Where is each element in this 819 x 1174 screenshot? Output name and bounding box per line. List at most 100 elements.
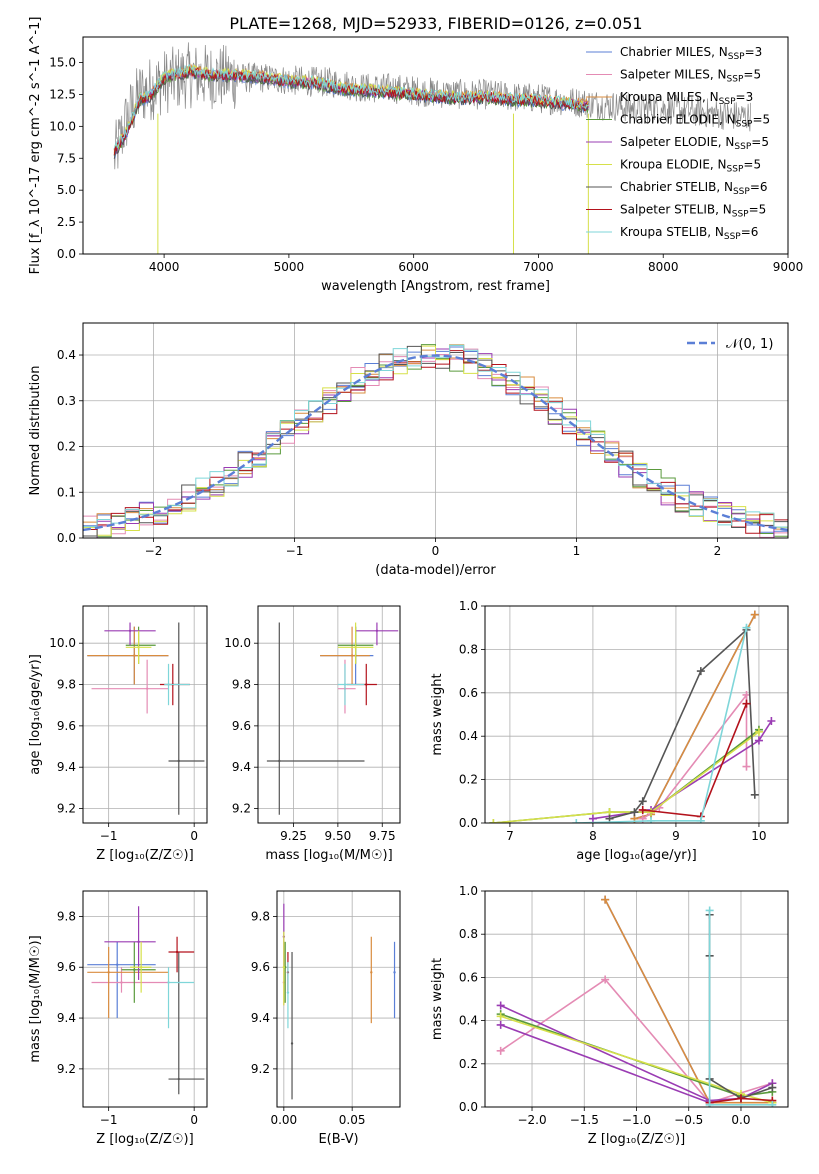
weight-marker (696, 816, 705, 823)
mass-vs-Z-xtick-label: 0 (190, 1113, 198, 1127)
weight-marker (696, 667, 705, 676)
mass-vs-EBV-xtick-label: 0.05 (339, 1113, 366, 1127)
spectrum-model-line (113, 63, 589, 149)
legend-label: Kroupa MILES, N (620, 90, 719, 104)
legend-n: =5 (752, 113, 770, 127)
legend-n: =6 (741, 225, 759, 239)
legend-entry: Salpeter STELIB, NSSP=5 (620, 203, 766, 220)
legend-sub: SSP (727, 165, 744, 175)
weight-line (493, 731, 760, 823)
mass-weight-vs-Z-xtick-label: −2.0 (517, 1113, 546, 1127)
mass-vs-Z-xlabel: Z [log₁₀(Z/Z☉)] (96, 1132, 193, 1147)
age-vs-Z-xtick-label: −1 (100, 829, 118, 843)
mass-weight-vs-age-ylabel: mass weight (430, 673, 445, 755)
mass-vs-EBV-frame (276, 890, 401, 1108)
weight-marker (754, 727, 763, 736)
weight-line (634, 614, 756, 820)
spectrum-plot-area (113, 42, 751, 254)
mass-weight-vs-age-plot-area (489, 610, 776, 823)
spectrum-model-line (113, 69, 589, 156)
legend-label: Kroupa STELIB, N (620, 225, 724, 239)
residuals-xtick-label: −2 (145, 544, 163, 558)
residuals-ytick-label: 0.0 (57, 531, 76, 545)
spectrum-model-line (113, 68, 589, 159)
mass-weight-vs-age-ytick-label: 0.0 (459, 816, 478, 830)
spectrum-xtick-label: 6000 (398, 260, 429, 274)
mass-vs-EBV-ytick-label: 9.6 (251, 960, 270, 974)
spectrum-model-line (114, 66, 589, 154)
weight-marker (742, 699, 751, 708)
weight-marker (638, 805, 647, 814)
weight-marker (496, 1001, 505, 1010)
spectrum-ytick-label: 2.5 (57, 215, 76, 229)
residuals-xlabel: (data-model)/error (375, 563, 496, 578)
weight-marker (496, 1020, 505, 1029)
mass-weight-vs-Z-ytick-label: 0.8 (459, 927, 478, 941)
spectrum-frame (82, 36, 789, 255)
legend-entry: Chabrier MILES, NSSP=3 (620, 45, 762, 62)
mass-vs-EBV-xtick-label: 0.00 (270, 1113, 297, 1127)
legend-n: =5 (751, 135, 769, 149)
weight-line (576, 627, 748, 823)
legend-label: Chabrier MILES, N (620, 45, 728, 59)
mass-weight-vs-Z-ytick-label: 0.6 (459, 970, 478, 984)
weight-marker (496, 1046, 505, 1055)
weight-marker (601, 895, 610, 904)
legend-n: =3 (736, 90, 754, 104)
weight-marker (750, 790, 759, 799)
data-point (375, 629, 379, 632)
legend-entry: Chabrier ELODIE, NSSP=5 (620, 113, 770, 130)
mass-weight-vs-age-ytick-label: 0.4 (459, 729, 478, 743)
data-point (128, 629, 132, 632)
mass-vs-EBV-ytick-label: 9.4 (251, 1011, 270, 1025)
spectrum-ytick-label: 7.5 (57, 151, 76, 165)
spectrum-ytick-label: 12.5 (49, 87, 76, 101)
mass-weight-vs-Z-ylabel: mass weight (430, 958, 445, 1040)
mass-weight-vs-age-ytick-label: 0.2 (459, 773, 478, 787)
residuals-ytick-label: 0.4 (57, 348, 76, 362)
residuals-plot-area (83, 344, 788, 538)
age-vs-mass-xtick-label: 9.25 (280, 829, 307, 843)
age-vs-Z-xlabel: Z [log₁₀(Z/Z☉)] (96, 848, 193, 863)
legend-entry: Salpeter MILES, NSSP=5 (620, 68, 761, 85)
spectrum-xtick-label: 5000 (274, 260, 305, 274)
age-vs-Z-ytick-label: 9.8 (57, 678, 76, 692)
age-vs-mass-ytick-label: 9.6 (232, 719, 251, 733)
mass-weight-vs-Z-ytick-label: 0.0 (459, 1100, 478, 1114)
legend-label: Salpeter MILES, N (620, 68, 727, 82)
mass-vs-Z-ytick-label: 9.2 (57, 1062, 76, 1076)
weight-marker (647, 816, 656, 823)
data-point (343, 683, 347, 686)
data-point (365, 683, 368, 686)
mass-vs-Z-ytick-label: 9.8 (57, 909, 76, 923)
mass-vs-EBV-ytick-label: 9.8 (251, 909, 270, 923)
residuals-ylabel: Normed distribution (28, 366, 43, 496)
age-vs-mass-ytick-label: 9.4 (232, 760, 251, 774)
age-vs-mass-xtick-label: 9.50 (325, 829, 352, 843)
mass-weight-vs-Z-plot-area (496, 895, 777, 1107)
mass-weight-vs-age-xlabel: age [log₁₀(age/yr)] (576, 848, 697, 863)
mass-vs-Z-ylabel: mass [log₁₀(M/M☉)] (28, 935, 43, 1062)
legend-entry: Kroupa STELIB, NSSP=6 (620, 225, 758, 242)
legend-sub: SSP (736, 120, 753, 130)
legend-label: Salpeter STELIB, N (620, 203, 732, 217)
data-point (120, 981, 123, 984)
mass-weight-vs-age-ytick-label: 0.6 (459, 686, 478, 700)
age-vs-mass-ytick-label: 9.2 (232, 802, 251, 816)
mass-weight-vs-Z-xtick-label: 0.0 (731, 1113, 750, 1127)
data-point (290, 1042, 294, 1045)
residuals-ytick-label: 0.3 (57, 394, 76, 408)
age-vs-Z-ytick-label: 10.0 (49, 636, 76, 650)
spectrum-ytick-label: 15.0 (49, 56, 76, 70)
mass-weight-vs-age-xtick-label: 7 (506, 829, 514, 843)
data-point (137, 940, 140, 944)
mass-weight-vs-age-xtick-label: 10 (751, 829, 766, 843)
data-point (175, 950, 179, 954)
data-point (282, 966, 286, 969)
mass-weight-vs-Z-xlabel: Z [log₁₀(Z/Z☉)] (588, 1132, 685, 1147)
data-point (145, 687, 149, 690)
weight-marker (736, 1094, 745, 1103)
weight-marker (496, 1012, 505, 1021)
weight-marker (754, 736, 763, 745)
